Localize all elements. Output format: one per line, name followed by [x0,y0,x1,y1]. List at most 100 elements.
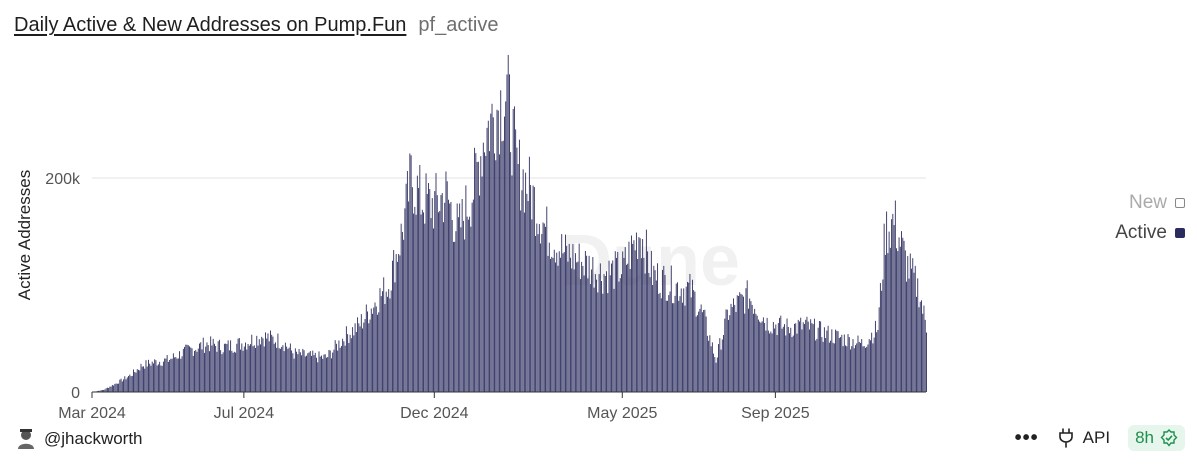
bar [874,320,876,392]
bar [204,352,205,392]
bar [390,290,392,392]
bar [391,260,393,392]
bar [826,330,828,392]
bar [385,291,387,392]
legend-item-active[interactable]: Active [1115,222,1185,244]
bar [613,288,615,392]
bar [569,257,571,392]
bar [658,293,660,392]
bar [456,203,458,392]
bar [501,141,503,392]
bar [563,252,565,392]
bar [912,258,914,392]
bar [652,285,654,392]
bar [835,329,837,392]
bar [109,386,111,392]
bar [787,326,789,392]
bar [515,129,517,392]
bar [362,328,364,392]
bar [800,317,802,392]
bar [663,265,665,392]
bar [799,321,800,392]
bar [718,344,720,392]
bar [252,346,254,392]
bar [276,347,278,392]
bar [680,288,682,392]
bar [921,300,922,392]
bar [438,212,439,392]
bar [616,257,617,392]
bar [791,337,793,392]
bar [650,250,652,392]
bar [538,224,540,392]
bar [141,366,143,392]
bar [825,338,827,392]
bar [852,339,854,392]
bar [568,243,570,392]
bar [522,169,524,392]
author-name[interactable]: @jhackworth [44,429,143,448]
bar [734,304,736,392]
bar [357,317,359,392]
bar [553,249,555,392]
api-button[interactable]: API [1057,428,1110,448]
bar [735,311,737,392]
author-info[interactable]: @jhackworth [16,428,143,450]
bar [505,101,507,392]
bar [138,369,139,392]
bar [348,342,350,392]
bar [379,288,381,392]
verified-check-icon [1160,429,1178,447]
chart-legend: New Active [1115,192,1185,252]
bar [424,223,426,392]
chart-header: Daily Active & New Addresses on Pump.Fun… [14,14,498,37]
bar [670,265,672,392]
bar [293,358,295,392]
bar [152,363,154,392]
bar [531,219,533,392]
bar [394,282,396,392]
bar [449,203,451,392]
bar [273,343,275,392]
bar [434,191,436,392]
bar [331,358,332,392]
bar [238,338,240,392]
bar [396,261,398,392]
refresh-badge[interactable]: 8h [1128,425,1185,451]
bar [307,353,309,392]
bar [143,366,144,392]
bar [197,348,199,392]
bar [614,251,616,392]
bar [177,358,179,392]
bar [533,187,535,392]
bar [906,281,907,392]
bar [455,231,457,392]
legend-item-new[interactable]: New [1115,192,1185,214]
more-dots-icon[interactable]: ••• [1014,426,1039,449]
bar [283,351,285,392]
bar [420,214,422,392]
bar [593,287,595,392]
y-tick-label: 200k [45,171,81,188]
bar [831,329,833,392]
bar [792,335,794,392]
bar [372,313,373,392]
bar [367,311,368,392]
bar [770,331,772,392]
bar [436,195,438,392]
bar [878,307,880,392]
bar [645,229,647,392]
bar [222,352,224,392]
bar [439,211,441,392]
bar [871,332,873,392]
bar [532,185,534,392]
chart-title[interactable]: Daily Active & New Addresses on Pump.Fun [14,14,407,36]
bar [225,343,227,392]
bar [662,269,663,392]
bar [719,338,721,392]
bar [916,296,917,392]
bar [114,383,116,392]
bar [228,350,230,392]
bar [550,258,551,392]
